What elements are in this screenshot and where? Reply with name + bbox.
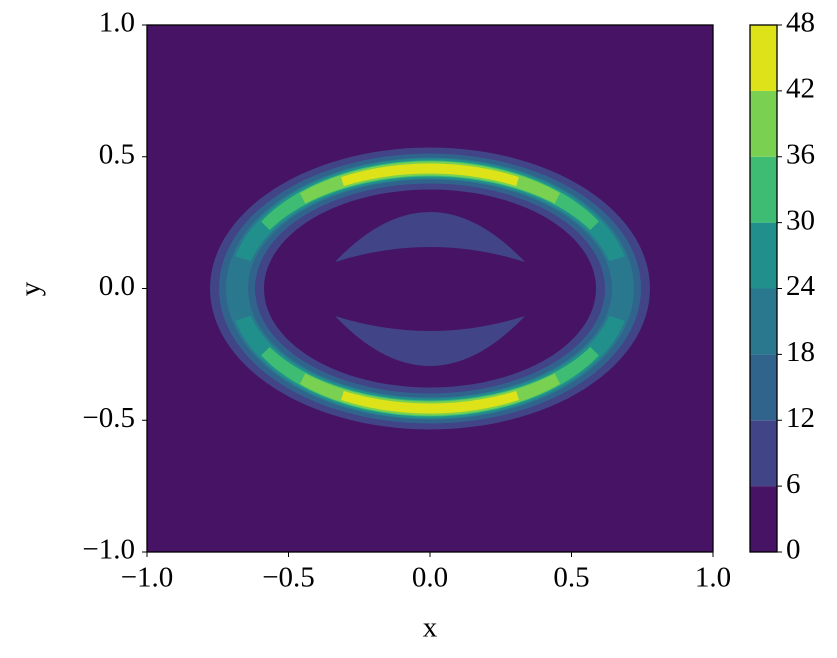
x-tick-label: −1.0 xyxy=(121,562,174,594)
colorbar-tick-label: 6 xyxy=(786,468,801,500)
contour-region xyxy=(300,161,560,416)
colorbar-band xyxy=(750,420,777,487)
colorbar-band xyxy=(750,354,777,421)
contour-region xyxy=(335,212,525,366)
colorbar-tick-label: 0 xyxy=(786,534,801,566)
colorbar-band xyxy=(750,486,777,552)
colorbar-band xyxy=(750,222,777,289)
x-tick-label: −0.5 xyxy=(262,562,315,594)
colorbar-band xyxy=(750,25,777,91)
y-tick-label: 0.0 xyxy=(99,270,135,302)
colorbar-tick-label: 30 xyxy=(786,204,815,236)
colorbar-tick-label: 48 xyxy=(786,7,815,39)
colorbar-tick-label: 18 xyxy=(786,336,815,368)
x-axis-label: x xyxy=(423,612,438,644)
colorbar-band xyxy=(750,156,777,223)
colorbar-tick-label: 24 xyxy=(786,270,816,302)
y-tick-label: 0.5 xyxy=(99,138,135,170)
colorbar-band xyxy=(750,288,777,355)
y-tick-label: −0.5 xyxy=(82,402,135,434)
y-axis-label: y xyxy=(15,281,47,296)
y-tick-label: 1.0 xyxy=(99,7,135,39)
x-tick-label: 1.0 xyxy=(695,562,731,594)
colorbar-band xyxy=(750,90,777,157)
colorbar-tick-label: 42 xyxy=(786,73,815,105)
colorbar-tick-label: 12 xyxy=(786,402,815,434)
y-tick-label: −1.0 xyxy=(82,534,135,566)
x-tick-label: 0.5 xyxy=(553,562,589,594)
colorbar-tick-label: 36 xyxy=(786,138,815,170)
x-tick-label: 0.0 xyxy=(412,562,448,594)
